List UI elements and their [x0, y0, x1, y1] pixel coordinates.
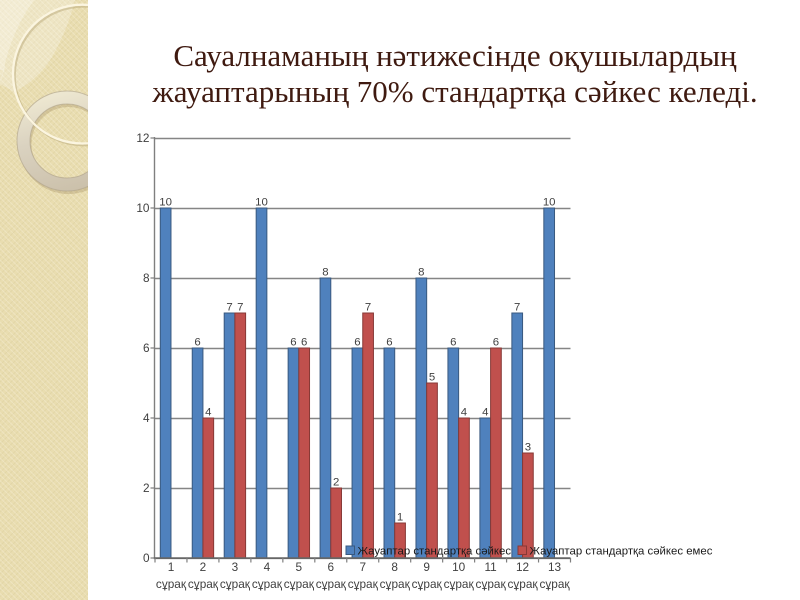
svg-text:Жауаптар стандартқа сәйкес: Жауаптар стандартқа сәйкес [358, 546, 512, 558]
svg-text:сұрақ: сұрақ [412, 577, 443, 591]
svg-text:6: 6 [450, 336, 456, 348]
svg-text:9: 9 [423, 560, 430, 574]
svg-text:сұрақ: сұрақ [380, 577, 411, 591]
svg-text:12: 12 [516, 560, 529, 574]
svg-text:4: 4 [264, 560, 271, 574]
svg-text:5: 5 [429, 371, 435, 383]
svg-text:2: 2 [143, 481, 150, 495]
svg-text:11: 11 [484, 560, 496, 574]
svg-text:7: 7 [514, 301, 520, 313]
svg-text:4: 4 [143, 411, 150, 425]
svg-text:8: 8 [418, 266, 424, 278]
svg-text:2: 2 [200, 560, 207, 574]
svg-text:7: 7 [237, 301, 243, 313]
svg-text:10: 10 [159, 196, 172, 208]
svg-text:4: 4 [482, 406, 488, 418]
svg-text:10: 10 [136, 201, 150, 215]
svg-text:2: 2 [333, 476, 339, 488]
svg-text:6: 6 [328, 560, 335, 574]
svg-text:3: 3 [525, 441, 531, 453]
svg-text:6: 6 [194, 336, 200, 348]
svg-text:8: 8 [322, 266, 328, 278]
svg-text:сұрақ: сұрақ [316, 577, 347, 591]
svg-text:сұрақ: сұрақ [252, 577, 283, 591]
svg-text:7: 7 [226, 301, 232, 313]
svg-text:сұрақ: сұрақ [156, 577, 187, 591]
svg-text:10: 10 [255, 196, 268, 208]
svg-text:6: 6 [386, 336, 392, 348]
svg-text:сұрақ: сұрақ [188, 577, 219, 591]
svg-text:сұрақ: сұрақ [348, 577, 379, 591]
svg-text:1: 1 [168, 560, 175, 574]
svg-text:6: 6 [143, 341, 150, 355]
svg-text:10: 10 [543, 196, 556, 208]
svg-text:12: 12 [136, 131, 149, 145]
svg-text:4: 4 [461, 406, 467, 418]
svg-text:сұрақ: сұрақ [476, 577, 507, 591]
svg-text:Жауаптар стандартқа сәйкес еме: Жауаптар стандартқа сәйкес емес [530, 546, 713, 558]
svg-text:6: 6 [290, 336, 296, 348]
svg-text:5: 5 [296, 560, 303, 574]
svg-text:10: 10 [452, 560, 466, 574]
svg-text:6: 6 [301, 336, 307, 348]
svg-text:7: 7 [365, 301, 371, 313]
svg-text:13: 13 [548, 560, 562, 574]
svg-text:3: 3 [232, 560, 239, 574]
svg-text:8: 8 [391, 560, 398, 574]
svg-text:сұрақ: сұрақ [284, 577, 315, 591]
svg-text:6: 6 [493, 336, 499, 348]
svg-text:сұрақ: сұрақ [508, 577, 539, 591]
svg-text:сұрақ: сұрақ [444, 577, 475, 591]
svg-text:сұрақ: сұрақ [220, 577, 251, 591]
svg-text:6: 6 [354, 336, 360, 348]
svg-text:8: 8 [143, 271, 150, 285]
svg-text:сұрақ: сұрақ [539, 577, 570, 591]
svg-text:0: 0 [143, 551, 150, 565]
svg-text:4: 4 [205, 406, 211, 418]
svg-text:7: 7 [359, 560, 366, 574]
svg-text:1: 1 [397, 511, 403, 523]
